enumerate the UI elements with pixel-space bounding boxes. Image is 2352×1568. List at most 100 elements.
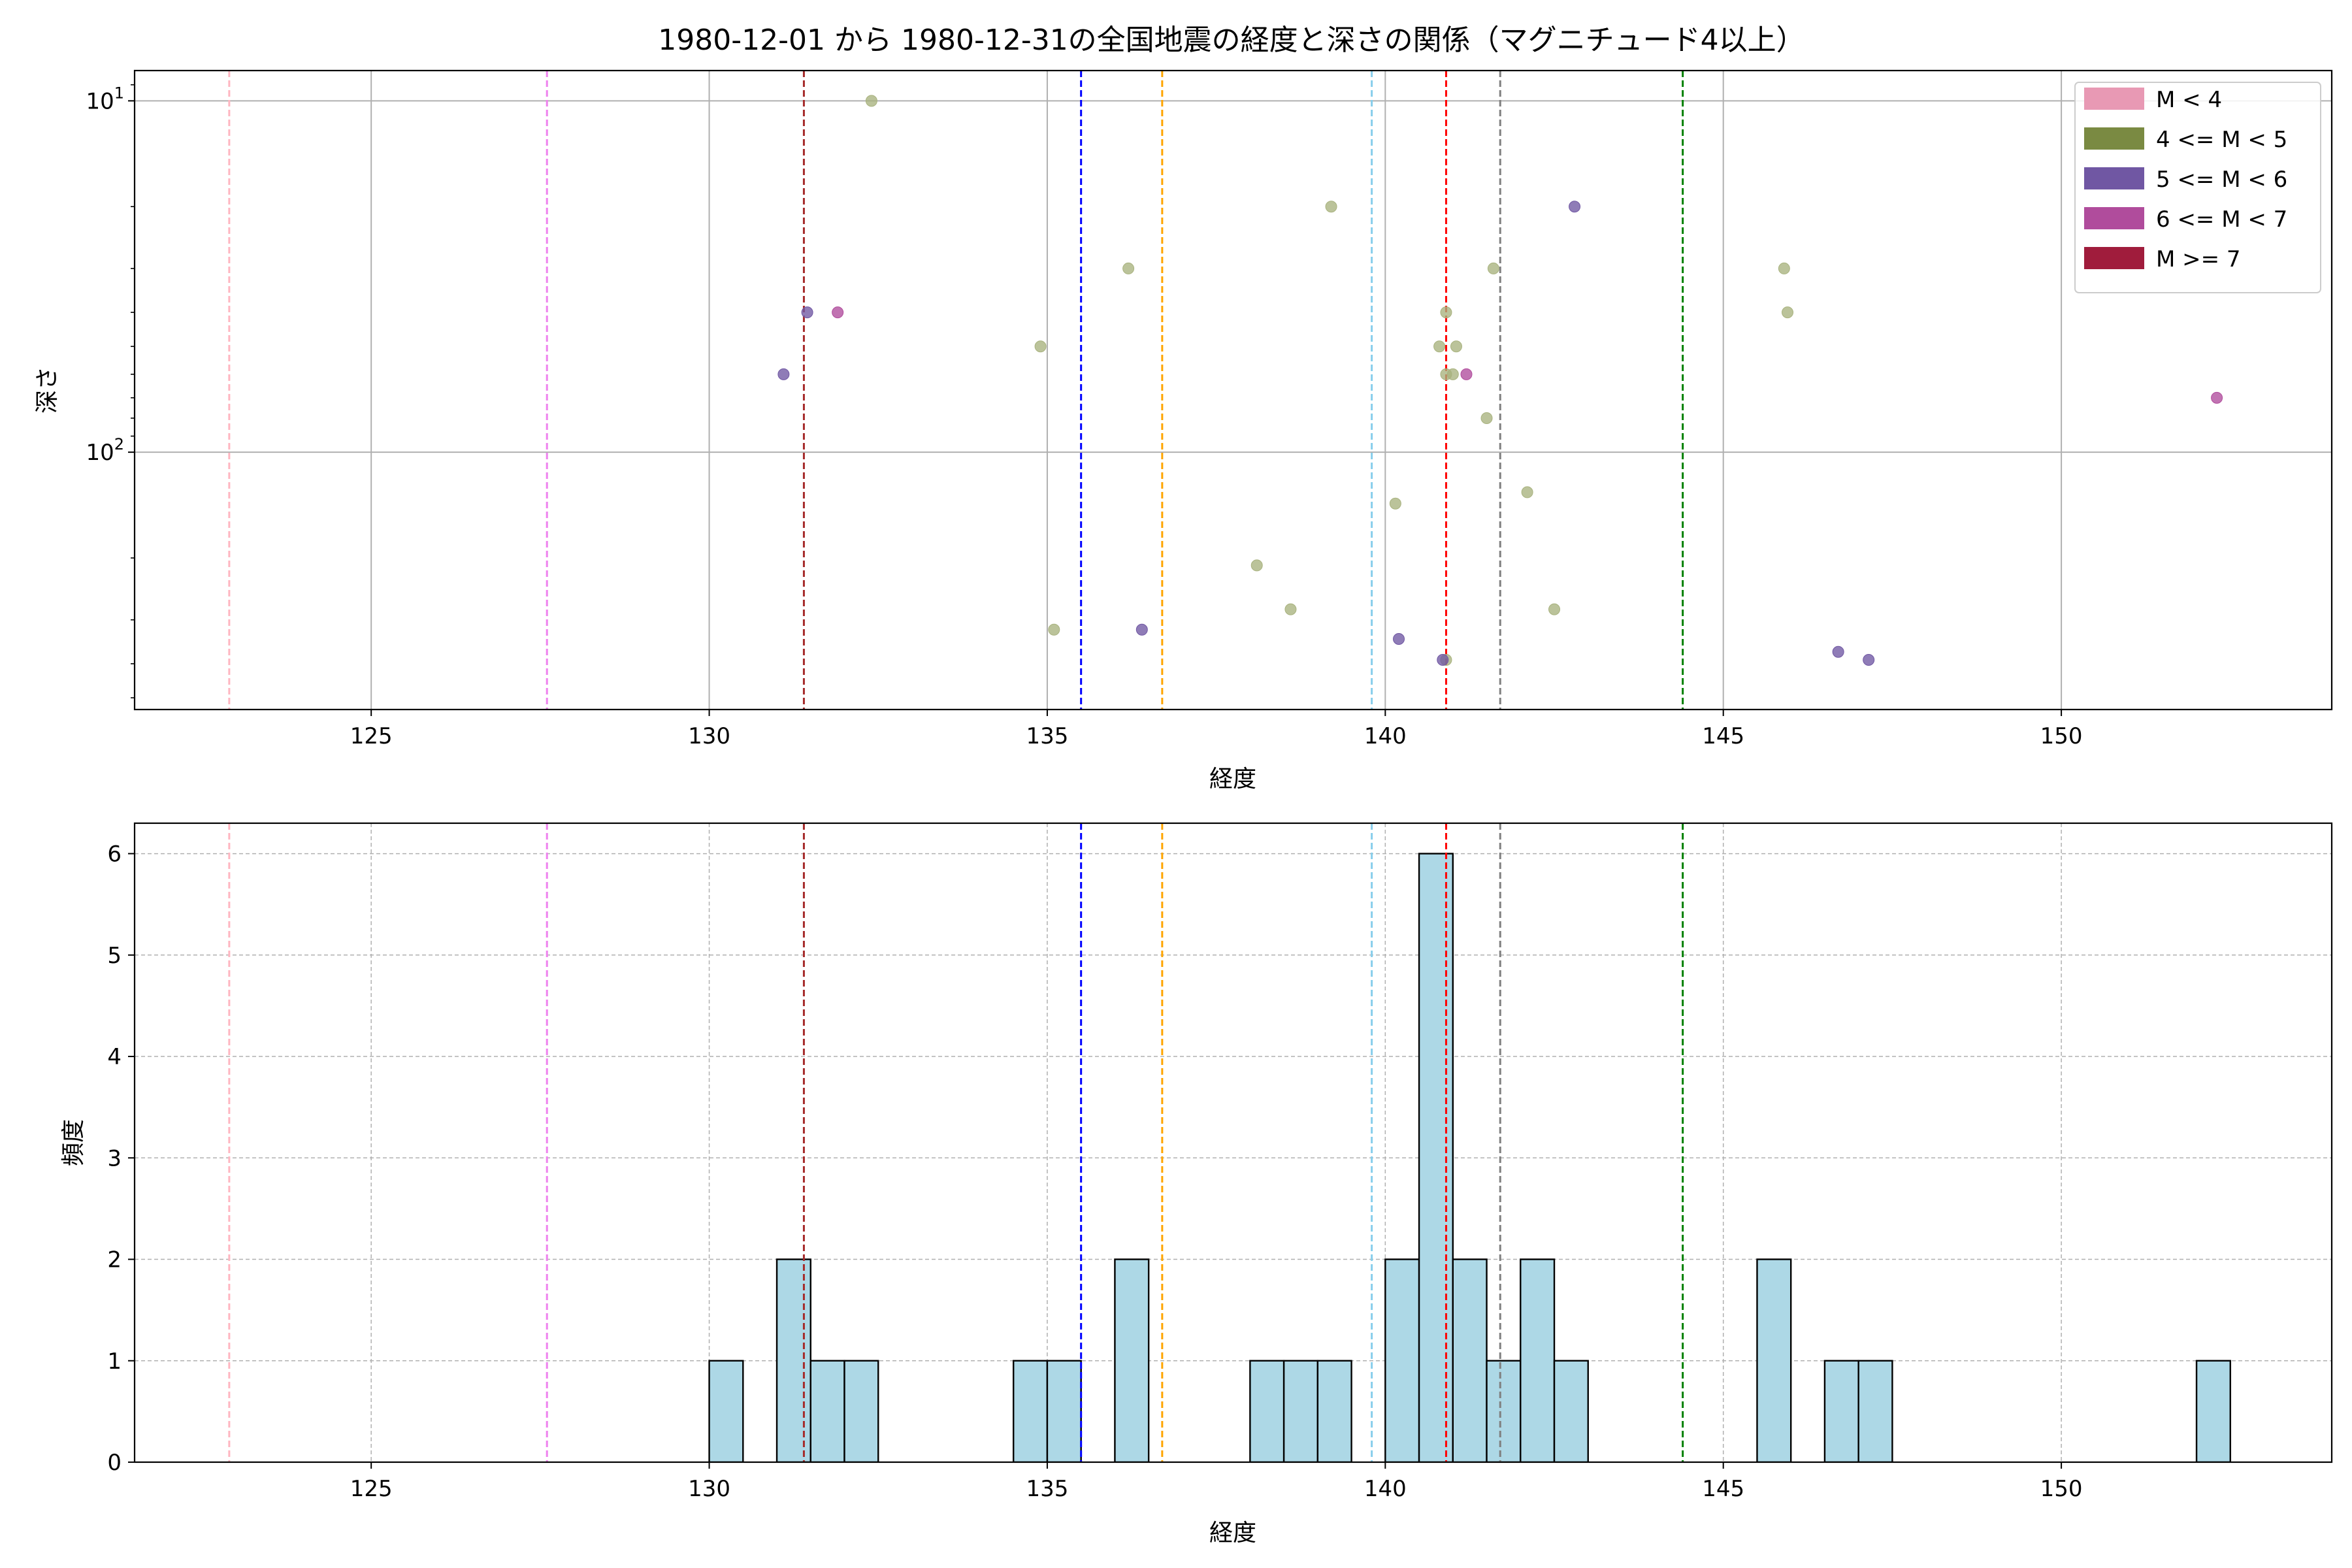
scatter-point: [1048, 623, 1060, 636]
scatter-point: [1393, 632, 1405, 645]
histogram-bar: [1249, 1360, 1285, 1462]
histogram-bar: [776, 1258, 811, 1462]
scatter-point: [1440, 368, 1452, 380]
histogram-x-tick-label: 140: [1364, 1476, 1407, 1502]
legend-swatch: [2084, 247, 2144, 269]
histogram-y-tick-label: 6: [107, 841, 122, 868]
scatter-y-tick-base: 10: [86, 88, 114, 114]
legend: M < 4 4 <= M < 5 5 <= M < 6 6 <= M < 7 M >= …: [2074, 82, 2321, 293]
legend-label: M < 4: [2156, 87, 2222, 113]
scatter-x-tick-label: 145: [1702, 723, 1744, 749]
scatter-point: [1034, 340, 1047, 353]
legend-label: 6 <= M < 7: [2156, 206, 2287, 233]
scatter-y-tick-exponent: 2: [114, 435, 124, 453]
scatter-point: [1782, 306, 1794, 319]
histogram-x-tick-label: 135: [1026, 1476, 1068, 1502]
scatter-point: [1440, 306, 1452, 319]
scatter-point: [1325, 201, 1337, 213]
histogram-bar: [1452, 1258, 1488, 1462]
scatter-y-tick-label: 102: [86, 435, 124, 466]
scatter-x-axis-label: 経度: [1209, 766, 1256, 792]
histogram-bar: [1823, 1360, 1859, 1462]
histogram-bar: [2195, 1360, 2231, 1462]
scatter-x-ticks: 125 130 135 140 145 150: [350, 710, 2083, 749]
legend-swatch: [2084, 88, 2144, 110]
histogram-x-tick-label: 125: [350, 1476, 393, 1502]
histogram-bar: [1012, 1360, 1049, 1462]
scatter-x-tick-label: 130: [688, 723, 730, 749]
scatter-point: [1778, 262, 1790, 274]
scatter-gridlines: [135, 71, 2332, 710]
scatter-point: [1135, 623, 1148, 636]
legend-swatch: [2084, 167, 2144, 189]
legend-label: 5 <= M < 6: [2156, 167, 2287, 193]
scatter-point: [1433, 340, 1446, 353]
histogram-bar: [1384, 1258, 1420, 1462]
histogram-bar: [1520, 1258, 1556, 1462]
legend-label: 4 <= M < 5: [2156, 127, 2287, 153]
scatter-point: [1548, 603, 1561, 615]
scatter-axes-frame: [133, 69, 2333, 711]
histogram-y-tick-label: 0: [107, 1450, 122, 1476]
chart-title: 1980-12-01 から 1980-12-31の全国地震の経度と深さの関係（マ…: [658, 24, 1805, 57]
histogram-y-tick-label: 1: [107, 1348, 122, 1375]
histogram-bars: [708, 853, 2231, 1462]
scatter-point: [777, 368, 790, 380]
legend-swatch: [2084, 127, 2144, 150]
scatter-point: [1437, 653, 1449, 666]
histogram-bar: [1418, 853, 1454, 1462]
scatter-point: [1569, 201, 1581, 213]
scatter-point: [1460, 368, 1473, 380]
histogram-bar: [1316, 1360, 1352, 1462]
scatter-point: [1250, 559, 1263, 572]
legend-items: M < 4 4 <= M < 5 5 <= M < 6 6 <= M < 7 M >= …: [2084, 87, 2287, 272]
scatter-point: [865, 95, 877, 107]
scatter-point: [1521, 486, 1533, 498]
scatter-x-tick-label: 125: [350, 723, 393, 749]
histogram-x-tick-label: 130: [688, 1476, 730, 1502]
scatter-point: [1480, 412, 1493, 425]
histogram-x-ticks: 125 130 135 140 145 150: [350, 1462, 2083, 1502]
histogram-bar: [1114, 1258, 1150, 1462]
histogram-reference-lines: [228, 823, 1684, 1462]
scatter-x-tick-label: 135: [1026, 723, 1068, 749]
histogram-axes-frame: [133, 822, 2333, 1463]
histogram-bar: [1553, 1360, 1589, 1462]
scatter-point: [832, 306, 844, 319]
histogram-y-tick-label: 3: [107, 1145, 122, 1171]
histogram-bar: [1857, 1360, 1893, 1462]
legend-swatch: [2084, 207, 2144, 229]
histogram-bar: [809, 1360, 845, 1462]
histogram-bar: [843, 1360, 879, 1462]
histogram-x-axis-label: 経度: [1209, 1520, 1256, 1546]
histogram-bar: [1046, 1360, 1082, 1462]
scatter-point: [1389, 497, 1401, 510]
scatter-point: [1450, 340, 1462, 353]
histogram-bar: [1486, 1360, 1522, 1462]
scatter-y-tick-base: 10: [86, 440, 114, 466]
histogram-y-ticks: 0 1 2 3 4 5 6: [107, 841, 135, 1476]
scatter-reference-lines: [228, 71, 1684, 710]
histogram-y-tick-label: 4: [107, 1044, 122, 1070]
scatter-point: [801, 306, 813, 319]
scatter-point: [1832, 645, 1844, 658]
histogram-panel: 125 130 135 140 1 4 5 150 0 1 2 3 4 5 6 経度 頻度: [60, 822, 2333, 1546]
scatter-point: [1487, 262, 1499, 274]
scatter-plot-area: [135, 71, 2332, 710]
scatter-y-axis-label: 深さ: [34, 367, 61, 414]
histogram-bar: [1756, 1258, 1792, 1462]
histogram-bar: [708, 1360, 744, 1462]
histogram-bar: [1282, 1360, 1319, 1462]
histogram-x-tick-label: 150: [2040, 1476, 2083, 1502]
histogram-plot-area: [135, 823, 2332, 1462]
histogram-y-tick-label: 2: [107, 1247, 122, 1273]
scatter-x-tick-label: 150: [2040, 723, 2083, 749]
scatter-point: [1122, 262, 1135, 274]
scatter-points: [777, 95, 2223, 666]
scatter-y-tick-exponent: 1: [114, 84, 124, 102]
scatter-point: [2211, 391, 2223, 404]
histogram-y-axis-label: 頻度: [60, 1119, 87, 1166]
histogram-y-tick-label: 5: [107, 943, 122, 969]
